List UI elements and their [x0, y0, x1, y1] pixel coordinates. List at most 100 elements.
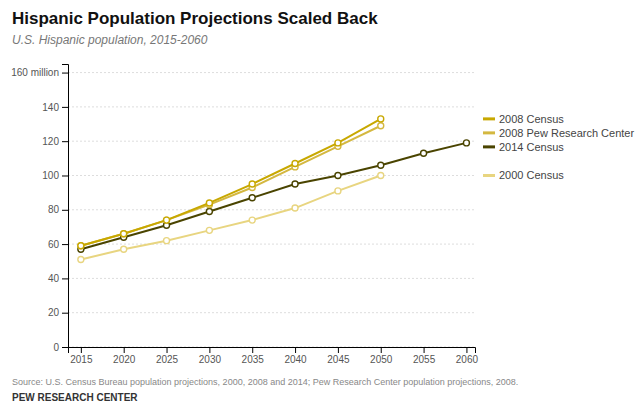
series [78, 123, 384, 249]
y-tick-label: 40 [48, 273, 60, 284]
x-tick-mark [295, 347, 296, 353]
x-tick-mark [209, 347, 210, 353]
point [206, 209, 212, 215]
point [249, 217, 255, 223]
point [164, 217, 170, 223]
x-tick-label: 2020 [113, 354, 136, 365]
series-line [81, 126, 381, 246]
x-tick-mark [167, 347, 168, 353]
point [78, 243, 84, 249]
x-tick-label: 2060 [456, 354, 479, 365]
x-tick-label: 2025 [156, 354, 179, 365]
point [335, 140, 341, 146]
source: Source: U.S. Census Bureau population pr… [12, 377, 518, 387]
y-tick: 160 million [11, 67, 68, 78]
x-tick-mark [466, 347, 467, 353]
x-tick: 2015 [70, 347, 93, 365]
point [206, 200, 212, 206]
y-tick-mark [62, 278, 68, 279]
point [378, 116, 384, 122]
series-line [81, 175, 381, 259]
x-tick-mark [124, 347, 125, 353]
marks [78, 116, 470, 263]
point [249, 195, 255, 201]
x-tick: 2045 [327, 347, 350, 365]
y-tick-mark [62, 73, 68, 74]
y-axis: 020406080100120140160 million [11, 65, 68, 353]
series-label: 2008 Pew Research Center [499, 127, 634, 139]
y-tick-label: 160 million [11, 67, 59, 78]
x-tick-label: 2050 [370, 354, 393, 365]
series-line [81, 143, 467, 249]
series [78, 140, 470, 252]
footer: PEW RESEARCH CENTER [12, 392, 138, 403]
x-axis-line [69, 348, 476, 354]
grid-line [68, 141, 475, 142]
y-tick-mark [62, 107, 68, 108]
y-tick-mark [62, 347, 68, 348]
point [292, 160, 298, 166]
grid-line [68, 278, 475, 279]
x-tick-label: 2035 [242, 354, 265, 365]
y-tick-label: 80 [48, 204, 60, 215]
grid-line [68, 209, 475, 210]
title: Hispanic Population Projections Scaled B… [12, 9, 378, 28]
y-tick-label: 20 [48, 307, 60, 318]
subtitle: U.S. Hispanic population, 2015-2060 [12, 33, 208, 47]
x-tick-mark [338, 347, 339, 353]
x-tick: 2020 [113, 347, 136, 365]
series-labels: 2008 Census 2008 Pew Research Center 2014 … [483, 113, 634, 182]
grid [68, 73, 475, 347]
point [378, 123, 384, 129]
x-tick-label: 2045 [327, 354, 350, 365]
series-label: 2014 Census [499, 141, 564, 153]
x-tick: 2060 [456, 347, 479, 365]
x-axis: 2015 2020 2025 2030 2035 2040 2045 2050 2055 2060 [69, 347, 479, 365]
point [335, 172, 341, 178]
y-tick-mark [62, 313, 68, 314]
y-tick-mark [62, 141, 68, 142]
x-tick-mark [381, 347, 382, 353]
x-tick-label: 2055 [413, 354, 436, 365]
x-tick: 2030 [199, 347, 222, 365]
series-line [81, 119, 381, 246]
point [206, 227, 212, 233]
y-tick-label: 140 [42, 102, 59, 113]
y-tick-mark [62, 244, 68, 245]
series-label: 2008 Census [499, 113, 564, 125]
point [463, 140, 469, 146]
series-label: 2000 Census [499, 169, 564, 181]
x-tick: 2055 [413, 347, 436, 365]
point [249, 181, 255, 187]
x-tick-mark [81, 347, 82, 353]
x-tick-label: 2040 [284, 354, 307, 365]
x-tick: 2025 [156, 347, 179, 365]
chart: Hispanic Population Projections Scaled B… [0, 0, 640, 409]
y-tick: 140 [42, 102, 68, 113]
x-tick-mark [424, 347, 425, 353]
point [378, 162, 384, 168]
y-tick: 20 [48, 307, 68, 318]
label-swatch [483, 174, 495, 177]
y-tick-mark [62, 175, 68, 176]
grid-line [68, 312, 475, 313]
point [164, 217, 170, 223]
y-tick: 120 [42, 136, 68, 147]
y-tick: 40 [48, 273, 68, 284]
x-tick: 2050 [370, 347, 393, 365]
point [78, 243, 84, 249]
y-tick: 60 [48, 239, 68, 250]
point [164, 238, 170, 244]
x-tick-label: 2030 [199, 354, 222, 365]
x-tick: 2040 [284, 347, 307, 365]
point [335, 188, 341, 194]
y-tick: 100 [42, 170, 68, 181]
plot: 020406080100120140160 million20152020202… [11, 65, 634, 366]
grid-line [68, 72, 475, 73]
point [378, 172, 384, 178]
series [78, 116, 384, 249]
label-swatch [483, 145, 495, 148]
y-tick-label: 120 [42, 136, 59, 147]
point [292, 181, 298, 187]
point [121, 231, 127, 237]
